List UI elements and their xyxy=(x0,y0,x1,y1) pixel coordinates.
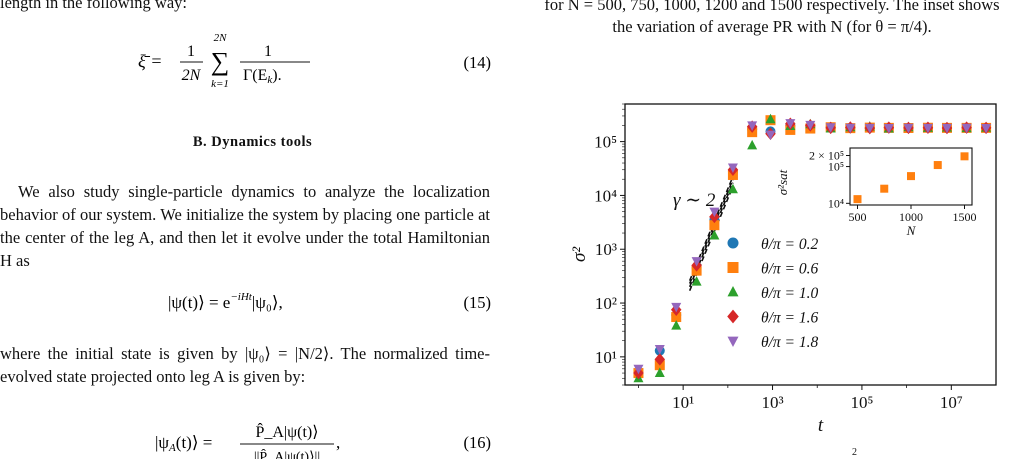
y-tick-label: 10⁴ xyxy=(594,186,617,205)
data-point-triangle xyxy=(671,320,682,330)
eq15-number: (15) xyxy=(464,293,492,312)
data-point-triangle xyxy=(747,139,758,150)
legend-entry: θ/π = 1.8 xyxy=(761,334,819,351)
section-title: B. Dynamics tools xyxy=(192,134,313,150)
eq14-sum-top: 2N xyxy=(214,32,228,44)
inset-data-point xyxy=(907,172,915,181)
eq16-lhs: |ψA(t)⟩ = xyxy=(155,433,212,454)
data-point-triangle-down xyxy=(691,257,702,267)
paragraph-dynamics: We also study single-particle dynamics t… xyxy=(0,182,490,270)
data-point-triangle-down xyxy=(633,364,644,375)
legend-marker-triangle-down xyxy=(727,336,739,348)
inset-x-tick-label: 1000 xyxy=(899,210,923,224)
data-point-triangle-down xyxy=(785,119,796,129)
eq14-number: (14) xyxy=(464,53,492,72)
right-column: for N = 500, 750, 1000, 1200 and 1500 re… xyxy=(520,0,1024,459)
figure-caption-top: for N = 500, 750, 1000, 1200 and 1500 re… xyxy=(544,0,1000,36)
inset-x-tick-label: 1500 xyxy=(953,210,977,224)
data-point-triangle xyxy=(709,230,720,240)
inset-data-point xyxy=(933,161,942,170)
eq14-sum-bottom: k=1 xyxy=(211,78,229,90)
data-point-triangle-down xyxy=(709,207,720,218)
data-point-triangle xyxy=(654,367,665,378)
data-point-triangle-down xyxy=(765,130,776,141)
equation-15: |ψ(t)⟩ = e−iHt|ψ₀⟩, (15) xyxy=(0,286,505,318)
data-point-square xyxy=(709,220,720,231)
data-point-triangle xyxy=(727,183,738,194)
y-tick-label: 10³ xyxy=(595,240,617,259)
equation-15-svg: |ψ(t)⟩ = e−iHt|ψ₀⟩, (15) xyxy=(168,291,492,312)
eq14-frac2-den: Γ(Ek). xyxy=(243,67,282,86)
eq16-number: (16) xyxy=(464,433,492,452)
legend-marker-diamond xyxy=(727,309,739,324)
data-point-triangle xyxy=(765,113,776,124)
y-tick-label: 10² xyxy=(595,294,617,313)
data-point-triangle-down xyxy=(671,302,682,313)
caption-bottom-fragment: 2 xyxy=(852,447,857,458)
data-point-triangle-down xyxy=(864,123,875,134)
eq16-tail: , xyxy=(336,433,340,452)
eq14-frac2-num: 1 xyxy=(264,43,272,60)
equation-14: ξ̄ = 1 2N 2N ∑ k=1 1 Γ(Ek). (14) xyxy=(0,32,505,92)
data-point-triangle-down xyxy=(654,344,665,355)
legend-marker-circle xyxy=(727,237,739,249)
inset-data-point xyxy=(960,152,969,161)
eq14-frac1-num: 1 xyxy=(187,43,195,60)
y-axis-label: σ² xyxy=(569,247,590,262)
data-point-diamond xyxy=(654,353,666,366)
data-point-triangle-down xyxy=(883,124,894,134)
inset-y-tick-label: 10⁴ xyxy=(828,196,844,210)
paragraph-initial-state: where the initial state is given by |ψ₀⟩… xyxy=(0,344,490,386)
x-tick-label: 10⁵ xyxy=(850,393,873,412)
data-point-triangle-down xyxy=(903,123,914,134)
main-plot-frame xyxy=(624,103,997,386)
data-point-square xyxy=(671,312,682,323)
eq15-body: |ψ(t)⟩ = e−iHt|ψ₀⟩, xyxy=(168,291,283,312)
legend-entry: θ/π = 1.6 xyxy=(761,310,819,327)
data-point-triangle xyxy=(691,276,702,286)
inset-x-tick-label: 500 xyxy=(848,210,866,224)
eq14-lhs: ξ̄ = xyxy=(138,51,162,71)
equation-16-svg: |ψA(t)⟩ = P̂_A|ψ(t)⟩ ||P̂_A|ψ(t)⟩|| , (1… xyxy=(155,422,492,463)
inset-y-tick-label: 10⁵ xyxy=(828,160,844,174)
inset-y-tick-label: 2 × 10⁵ xyxy=(809,149,844,163)
data-point-triangle-down xyxy=(922,123,933,134)
left-column: length in the following way: ξ̄ = 1 2N 2… xyxy=(0,0,505,463)
x-tick-label: 10³ xyxy=(761,393,783,412)
data-point-triangle-down xyxy=(747,121,758,131)
data-point-triangle-down xyxy=(727,163,738,174)
legend-entry: θ/π = 1.0 xyxy=(761,285,819,302)
legend-entry: θ/π = 0.2 xyxy=(761,236,819,253)
inset-data-point xyxy=(853,195,862,204)
sigma-squared-chart: 10¹ 10³ 10⁵ 10⁷ 10¹ 10² 10³ 10⁴ 10⁵ t σ² γ ∼ 2 θ/π =… xyxy=(569,103,997,436)
data-point-triangle-down xyxy=(981,124,992,134)
y-tick-label: 10¹ xyxy=(595,348,617,367)
legend-entry: θ/π = 0.6 xyxy=(761,261,819,278)
eq14-sum-symbol: ∑ xyxy=(211,47,230,76)
data-point-triangle-down xyxy=(961,123,972,134)
x-axis-label: t xyxy=(818,415,824,436)
legend-marker-triangle xyxy=(727,285,739,297)
data-point-triangle-down xyxy=(805,120,816,131)
data-point-triangle-down xyxy=(941,123,952,134)
inset-y-axis-label: σ²sat xyxy=(775,169,790,195)
eq16-denominator: ||P̂_A|ψ(t)⟩|| xyxy=(254,448,320,459)
gamma-annotation: γ ∼ 2 xyxy=(673,190,716,211)
data-point-triangle-down xyxy=(825,123,836,133)
inset-data-point xyxy=(880,184,889,193)
eq16-numerator: P̂_A|ψ(t)⟩ xyxy=(255,422,318,441)
y-tick-label: 10⁵ xyxy=(594,133,617,152)
equation-16: |ψA(t)⟩ = P̂_A|ψ(t)⟩ ||P̂_A|ψ(t)⟩|| , (1… xyxy=(0,418,505,463)
x-tick-label: 10¹ xyxy=(672,393,694,412)
equation-14-svg: ξ̄ = 1 2N 2N ∑ k=1 1 Γ(Ek). (14) xyxy=(138,32,492,90)
top-text-fragment: length in the following way: xyxy=(0,0,187,12)
eq14-frac1-den: 2N xyxy=(182,67,202,84)
inset-x-axis-label: N xyxy=(906,223,917,238)
data-point-triangle-down xyxy=(845,123,856,134)
legend-marker-square xyxy=(727,262,739,273)
x-tick-label: 10⁷ xyxy=(940,393,963,412)
